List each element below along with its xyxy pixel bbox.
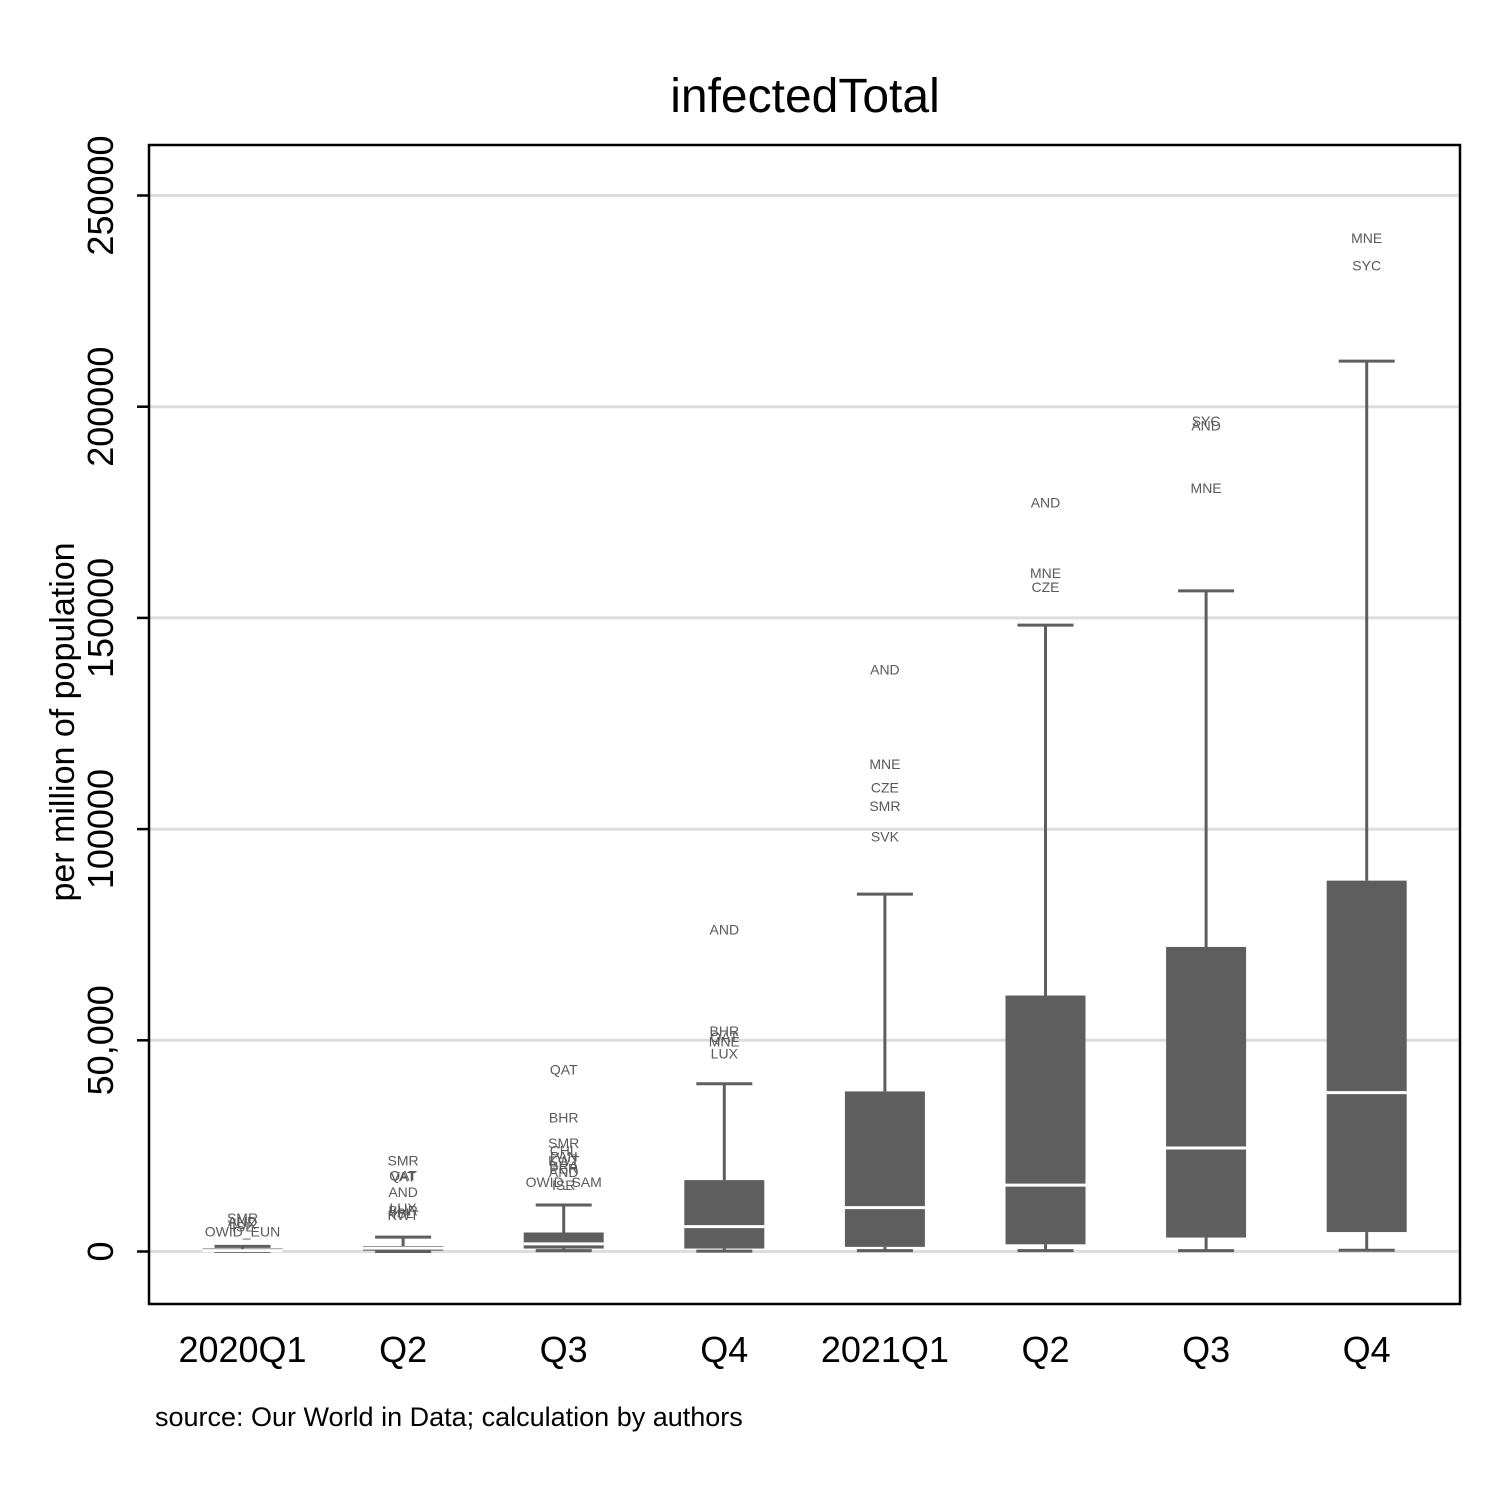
outlier-label: AND	[1191, 418, 1221, 434]
outlier-label: CZE	[871, 780, 899, 796]
x-tick-label: Q3	[540, 1329, 588, 1370]
iqr-box	[1005, 995, 1086, 1245]
outlier-label: SMR	[388, 1152, 419, 1168]
outlier-label: SMR	[869, 798, 900, 814]
outlier-label: AND	[870, 661, 900, 677]
outlier-label: OWID_SAM	[526, 1174, 602, 1190]
outlier-label: SMR	[227, 1210, 258, 1226]
chart-title: infectedTotal	[670, 70, 940, 123]
iqr-box	[523, 1232, 604, 1249]
box-group-3	[523, 1203, 604, 1253]
outlier-label: BHR	[710, 1023, 740, 1039]
box-group-7	[1166, 589, 1247, 1253]
outlier-label: QAT	[389, 1167, 417, 1183]
gridlines	[149, 194, 1460, 1253]
box-group-4	[684, 1082, 765, 1253]
outlier-label: CZE	[1032, 579, 1060, 595]
box-group-2	[363, 1235, 444, 1253]
outlier-label: SYC	[1352, 258, 1381, 274]
iqr-box	[1326, 880, 1407, 1233]
x-axis-ticks: 2020Q1 Q2 Q3 Q4 2021Q1 Q2 Q3 Q4	[178, 1329, 1390, 1370]
outlier-label: AND	[549, 1164, 579, 1180]
y-tick-label: 100000	[80, 769, 121, 889]
outlier-label: BRA	[549, 1158, 578, 1174]
outlier-label: VAT	[391, 1168, 417, 1184]
outlier-label: QAT	[550, 1061, 578, 1077]
iqr-box	[1166, 946, 1247, 1238]
box-group-6	[1005, 623, 1086, 1253]
box-group-5	[844, 892, 925, 1253]
outlier-label: ISL	[232, 1219, 253, 1235]
outlier-label: MNE	[709, 1034, 740, 1050]
plot-frame	[147, 143, 1462, 1306]
outlier-labels: SMRANDLUXISLOWID_EUNSMRQATVATANDLUXBHRIS…	[205, 230, 1382, 1239]
outlier-label: PAN	[550, 1148, 578, 1164]
outlier-label: LUX	[229, 1216, 257, 1232]
iqr-box	[684, 1180, 765, 1249]
outlier-label: ISR	[552, 1177, 575, 1193]
y-tick-label: 200000	[80, 347, 121, 467]
source-note: source: Our World in Data; calculation b…	[155, 1402, 743, 1432]
outlier-label: LUX	[711, 1045, 739, 1061]
outlier-label: LUX	[389, 1200, 417, 1216]
y-tick-label: 50,000	[80, 985, 121, 1095]
outlier-label: CHL	[550, 1143, 578, 1159]
outlier-label: SYC	[1192, 413, 1221, 429]
x-tick-label: Q2	[1021, 1329, 1069, 1370]
y-tick-label: 250000	[80, 135, 121, 255]
x-tick-label: Q4	[1343, 1329, 1391, 1370]
iqr-box	[844, 1091, 925, 1247]
outlier-label: MNE	[869, 756, 900, 772]
y-tick-label: 150000	[80, 558, 121, 678]
outlier-label: SMR	[548, 1135, 579, 1151]
x-tick-label: 2021Q1	[821, 1329, 949, 1370]
x-tick-label: Q2	[379, 1329, 427, 1370]
outlier-label: AND	[228, 1214, 258, 1230]
outlier-label: OWID_EUN	[205, 1224, 280, 1240]
box-group-8	[1326, 359, 1407, 1252]
outlier-label: SVK	[871, 829, 900, 845]
outlier-label: PER	[549, 1161, 578, 1177]
x-tick-label: Q4	[700, 1329, 748, 1370]
y-tick-label: 0	[80, 1241, 121, 1261]
outlier-label: ISL	[393, 1205, 414, 1221]
outlier-label: MNE	[1351, 230, 1382, 246]
y-axis-label: per million of population	[44, 542, 82, 901]
box-group-1	[202, 1244, 283, 1253]
outlier-label: BHR	[549, 1110, 579, 1126]
outlier-label: AND	[710, 922, 740, 938]
outlier-label: MNE	[1030, 565, 1061, 581]
outlier-label: QAT	[710, 1029, 738, 1045]
outlier-label: AND	[388, 1184, 418, 1200]
outlier-label: MNE	[1191, 480, 1222, 496]
outlier-label: KWT	[388, 1207, 420, 1223]
x-tick-label: 2020Q1	[178, 1329, 306, 1370]
outlier-label: BHR	[388, 1203, 418, 1219]
outlier-label: AND	[1031, 495, 1061, 511]
y-axis-ticks: 0 50,000 100000 150000 200000 250000	[80, 135, 149, 1262]
box-plots	[202, 359, 1407, 1253]
outlier-label: KWT	[548, 1152, 580, 1168]
x-tick-label: Q3	[1182, 1329, 1230, 1370]
